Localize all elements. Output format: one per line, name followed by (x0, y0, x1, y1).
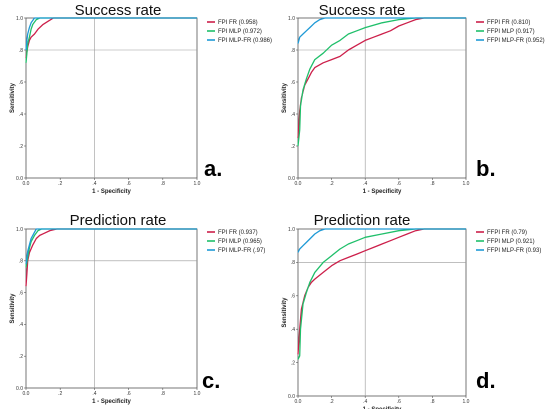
x-tick-label: 1.0 (463, 399, 470, 405)
series-line-1 (25, 17, 197, 59)
x-tick-label: 1.0 (463, 181, 470, 187)
y-tick-label: 1.0 (288, 16, 295, 22)
x-tick-label: .6 (397, 181, 401, 187)
x-tick-label: 1.0 (194, 391, 201, 397)
y-tick-label: .6 (291, 294, 295, 300)
legend-label: FFPI FR (0.79) (487, 230, 527, 236)
x-tick-label: .2 (58, 391, 62, 397)
x-axis-label: 1 - Specificity (92, 189, 131, 195)
x-tick-label: .4 (92, 181, 96, 187)
x-tick-label: .2 (58, 181, 62, 187)
panel-title: Success rate (75, 2, 162, 19)
x-tick-label: .6 (127, 181, 131, 187)
series-line-3 (25, 228, 197, 265)
x-tick-label: .4 (363, 399, 367, 405)
x-tick-label: .6 (397, 399, 401, 405)
series-line-1 (297, 17, 466, 139)
x-tick-label: .8 (161, 391, 165, 397)
legend-label: FPI MLP-FR (.97) (218, 248, 265, 254)
legend-label: FPI FR (0.937) (218, 230, 258, 236)
legend-label: FFPI MLP (0.917) (487, 29, 535, 35)
y-axis-label: Sensitivity (282, 297, 288, 328)
y-tick-label: 1.0 (16, 16, 23, 22)
legend-label: FPI MLP-FR (0.986) (218, 38, 272, 44)
x-tick-label: 0.0 (295, 181, 302, 187)
x-tick-label: 0.0 (23, 391, 30, 397)
series-line-1 (25, 228, 197, 287)
y-tick-label: .8 (19, 48, 23, 54)
legend-label: FFPI MLP-FR (0.93) (487, 248, 541, 254)
legend-label: FFPI MLP-FR (0.952) (487, 38, 545, 44)
y-tick-label: .2 (291, 144, 295, 150)
y-tick-label: .6 (291, 80, 295, 86)
y-tick-label: .4 (19, 322, 23, 328)
plot-frame (25, 17, 198, 179)
x-tick-label: 0.0 (23, 181, 30, 187)
legend-label: FFPI FR (0.810) (487, 20, 530, 26)
panel-4: Prediction rate 0.0 .2 .4 .6 .8 1.0 0.0 .2 .4 .6 .8… (282, 212, 541, 409)
x-tick-label: 0.0 (295, 399, 302, 405)
y-tick-label: 0.0 (288, 176, 295, 182)
x-tick-label: .6 (127, 391, 131, 397)
y-tick-label: .4 (19, 112, 23, 118)
panel-letter: a. (204, 156, 222, 181)
legend-label: FFPI MLP (0.921) (487, 239, 535, 245)
y-tick-label: .6 (19, 290, 23, 296)
panel-letter: c. (202, 368, 220, 393)
y-tick-label: .8 (291, 48, 295, 54)
plot-frame (297, 17, 467, 179)
y-tick-label: .2 (291, 360, 295, 366)
y-tick-label: .4 (291, 112, 295, 118)
plot-frame (25, 228, 198, 389)
panel-letter: b. (476, 156, 496, 181)
series-line-3 (25, 17, 197, 51)
x-axis-label: 1 - Specificity (363, 189, 402, 195)
y-tick-label: .2 (19, 354, 23, 360)
x-tick-label: .8 (430, 181, 434, 187)
x-tick-label: 1.0 (194, 181, 201, 187)
x-tick-label: .8 (161, 181, 165, 187)
x-tick-label: .8 (430, 399, 434, 405)
series-line-2 (297, 17, 466, 147)
plot-frame (297, 228, 467, 397)
y-tick-label: .2 (19, 144, 23, 150)
y-tick-label: 0.0 (16, 176, 23, 182)
legend-label: FPI FR (0.958) (218, 20, 258, 26)
panel-title: Prediction rate (70, 212, 167, 229)
y-axis-label: Sensitivity (10, 82, 16, 113)
y-tick-label: .4 (291, 327, 295, 333)
panel-title: Prediction rate (314, 212, 411, 229)
series-line-3 (297, 17, 466, 44)
y-tick-label: .6 (19, 80, 23, 86)
panel-letter: d. (476, 368, 496, 393)
legend-label: FPI MLP (0.965) (218, 239, 262, 245)
x-axis-label: 1 - Specificity (363, 407, 402, 409)
legend-label: FPI MLP (0.972) (218, 29, 262, 35)
y-tick-label: 1.0 (16, 227, 23, 233)
x-tick-label: .2 (330, 399, 334, 405)
y-axis-label: Sensitivity (10, 293, 16, 324)
series-line-3 (297, 228, 466, 253)
panel-title: Success rate (319, 2, 406, 19)
x-tick-label: .2 (330, 181, 334, 187)
y-tick-label: 0.0 (288, 394, 295, 400)
x-tick-label: .4 (92, 391, 96, 397)
x-axis-label: 1 - Specificity (92, 399, 131, 405)
y-axis-label: Sensitivity (282, 82, 288, 113)
panel-2: Success rate 0.0 .2 .4 .6 .8 1.0 0.0 .2 .4 .6 .8 1.0… (282, 2, 545, 195)
y-tick-label: 0.0 (16, 386, 23, 392)
panel-1: Success rate 0.0 .2 .4 .6 .8 1.0 0.0 .2 .4 .6 .8 1.0… (10, 2, 272, 195)
y-tick-label: .8 (291, 260, 295, 266)
series-line-2 (297, 228, 466, 360)
y-tick-label: .8 (19, 259, 23, 265)
x-tick-label: .4 (363, 181, 367, 187)
y-tick-label: 1.0 (288, 227, 295, 233)
panel-3: Prediction rate 0.0 .2 .4 .6 .8 1.0 0.0 .2 .4 .6 .8… (10, 212, 265, 405)
